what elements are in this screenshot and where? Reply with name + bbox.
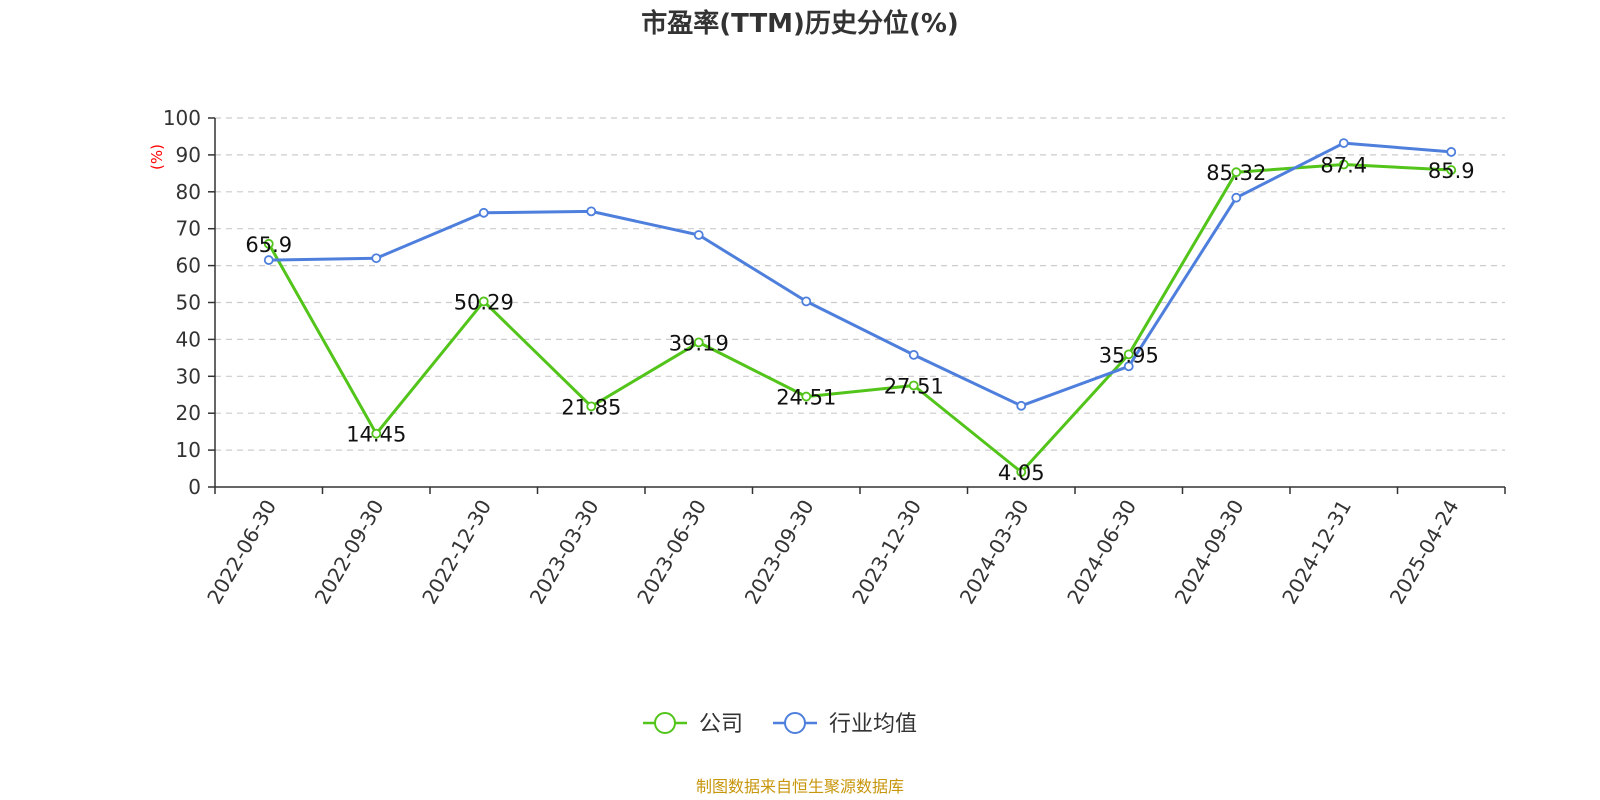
- legend-label: 公司: [699, 712, 743, 737]
- axes: [208, 117, 1506, 494]
- source-note: 制图数据来自恒生聚源数据库: [696, 777, 904, 796]
- data-label: 50.29: [454, 290, 514, 314]
- data-point-1-0[interactable]: [263, 255, 274, 265]
- data-point-0-7[interactable]: [1016, 467, 1027, 477]
- y-tick-label: 90: [176, 143, 201, 167]
- y-tick-label: 10: [176, 438, 201, 462]
- series-points: [263, 138, 1457, 477]
- series-line-0: [267, 163, 1452, 474]
- x-tick-label: 2023-03-30: [525, 496, 604, 609]
- legend-item-0[interactable]: 公司: [643, 712, 743, 737]
- x-tick-label: 2022-06-30: [202, 496, 281, 609]
- series-line-1: [268, 141, 1452, 408]
- data-label: 85.32: [1206, 161, 1266, 185]
- x-tick-label: 2023-06-30: [632, 496, 711, 609]
- x-tick-labels: 2022-06-30 2022-09-30 2022-12-30 2023-03-30…: [202, 496, 1463, 609]
- data-point-1-10[interactable]: [1338, 138, 1349, 148]
- x-tick-label: 2024-03-30: [955, 496, 1034, 609]
- data-point-1-4[interactable]: [693, 230, 704, 240]
- y-tick-label: 0: [188, 475, 201, 499]
- y-tick-label: 40: [176, 327, 201, 351]
- data-point-1-11[interactable]: [1446, 147, 1457, 157]
- x-tick-label: 2022-09-30: [310, 496, 389, 609]
- y-tick-labels: 0 10 20 30 40 50 60 70 80 90 100: [163, 106, 201, 499]
- data-label: 21.85: [561, 395, 621, 419]
- data-label: 39.19: [669, 331, 729, 355]
- legend-item-1[interactable]: 行业均值: [773, 712, 917, 737]
- data-point-0-10[interactable]: [1338, 159, 1349, 170]
- x-tick-label: 2022-12-30: [417, 496, 496, 609]
- y-tick-label: 20: [176, 401, 201, 425]
- y-tick-label: 70: [176, 217, 201, 241]
- data-label: 85.9: [1428, 159, 1475, 183]
- legend[interactable]: 公司 行业均值: [643, 712, 917, 737]
- data-label: 65.9: [245, 233, 292, 257]
- data-point-1-9[interactable]: [1231, 192, 1242, 203]
- x-tick-label: 2025-04-24: [1385, 496, 1464, 609]
- data-label: 27.51: [884, 374, 944, 398]
- legend-marker: [784, 712, 806, 734]
- y-axis-label: (%): [148, 144, 166, 170]
- data-point-1-6[interactable]: [908, 349, 919, 360]
- series-lines: [267, 141, 1452, 474]
- data-point-1-1[interactable]: [371, 253, 382, 264]
- data-point-1-8[interactable]: [1123, 361, 1134, 372]
- data-point-0-1[interactable]: [371, 428, 382, 439]
- chart-title: 市盈率(TTM)历史分位(%): [641, 8, 959, 39]
- data-label: 87.4: [1320, 153, 1367, 177]
- data-label: 35.95: [1099, 343, 1159, 367]
- data-point-0-6[interactable]: [908, 380, 919, 391]
- y-tick-label: 100: [163, 106, 201, 130]
- grid-lines: [215, 117, 1505, 451]
- data-label: 24.51: [776, 386, 836, 410]
- legend-label: 行业均值: [829, 712, 917, 737]
- x-tick-label: 2024-09-30: [1170, 496, 1249, 609]
- data-point-0-11[interactable]: [1446, 165, 1457, 175]
- data-label: 14.45: [346, 423, 406, 447]
- data-point-1-5[interactable]: [801, 296, 812, 307]
- data-point-1-7[interactable]: [1016, 400, 1027, 411]
- y-tick-label: 50: [176, 291, 201, 315]
- x-tick-label: 2024-06-30: [1062, 496, 1141, 609]
- legend-marker: [654, 712, 676, 734]
- x-tick-label: 2023-12-30: [847, 496, 926, 609]
- data-point-0-4[interactable]: [693, 337, 704, 348]
- y-tick-label: 80: [176, 180, 201, 204]
- data-labels: 65.9 14.45 50.29 21.85 39.19 24.51 27.51 4.05 35…: [245, 153, 1474, 485]
- data-point-0-5[interactable]: [801, 391, 812, 402]
- data-point-1-2[interactable]: [478, 207, 489, 218]
- y-tick-label: 30: [176, 364, 201, 388]
- y-tick-label: 60: [176, 254, 201, 278]
- data-point-0-9[interactable]: [1231, 167, 1242, 178]
- data-point-0-2[interactable]: [478, 296, 489, 307]
- data-label: 4.05: [998, 461, 1045, 485]
- data-point-0-8[interactable]: [1123, 349, 1134, 360]
- data-point-0-0[interactable]: [263, 238, 274, 249]
- x-tick-label: 2024-12-31: [1277, 496, 1356, 609]
- data-point-1-3[interactable]: [586, 206, 597, 217]
- x-tick-label: 2023-09-30: [740, 496, 819, 609]
- data-point-0-3[interactable]: [586, 401, 597, 412]
